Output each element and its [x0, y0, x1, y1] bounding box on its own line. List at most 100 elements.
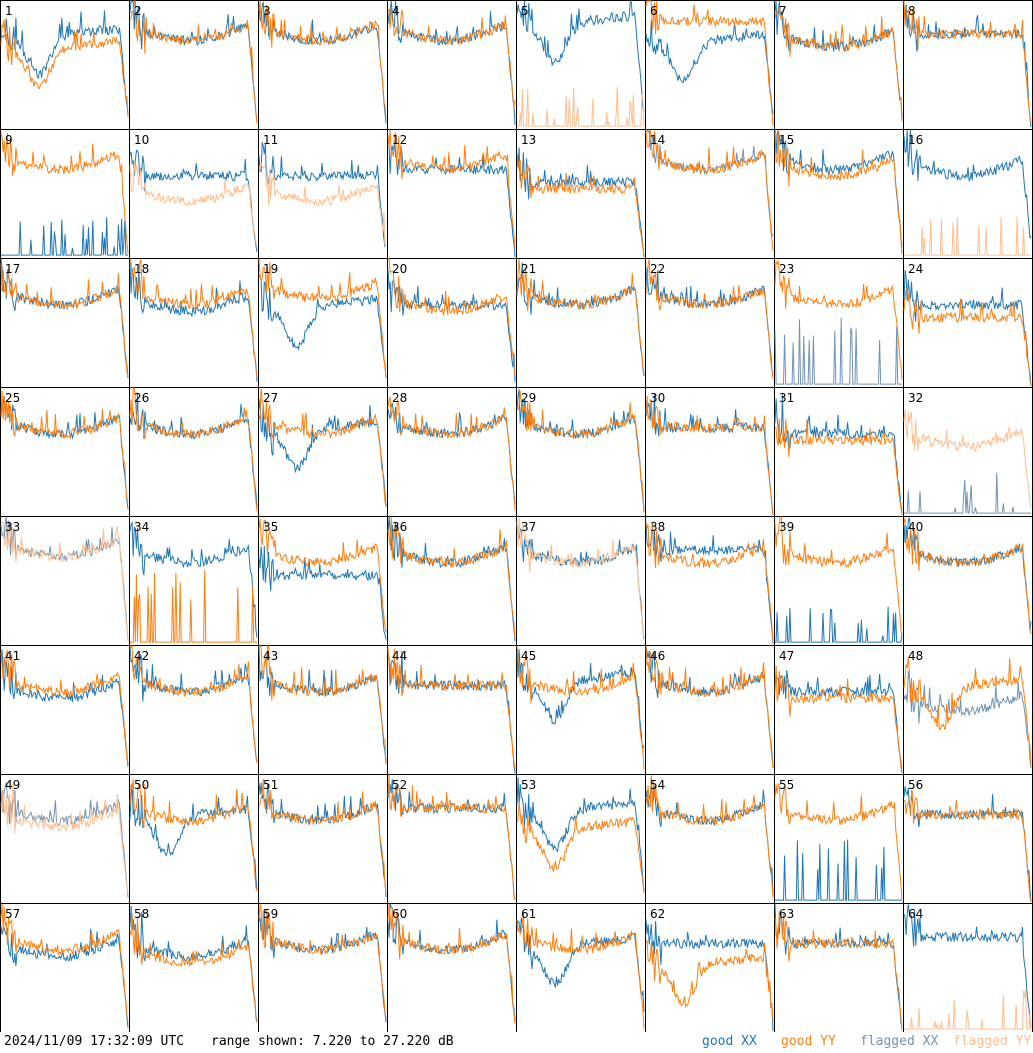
series-yy-line — [0, 132, 129, 254]
series-yy-line — [774, 782, 903, 900]
series-yy-line — [129, 0, 258, 124]
panel-31: 31 — [774, 387, 904, 517]
panel-frame — [516, 387, 646, 517]
panel-frame — [903, 129, 1033, 259]
series-yy-line — [258, 0, 387, 118]
panel-number: 51 — [263, 778, 278, 792]
panel-number: 19 — [263, 262, 278, 276]
series-yy-line — [258, 258, 387, 378]
panel-frame — [774, 129, 904, 259]
series-yy-line — [903, 657, 1032, 766]
panel-frame — [645, 516, 775, 646]
panel-6: 6 — [645, 0, 775, 130]
panel-number: 55 — [779, 778, 794, 792]
series-yy-line — [904, 989, 1032, 1030]
series-xx-line — [903, 130, 1032, 239]
panel-number: 48 — [908, 649, 923, 663]
panel-frame — [516, 516, 646, 646]
legend-flagged-yy: flagged YY — [953, 1034, 1032, 1049]
series-yy-line — [130, 570, 257, 643]
legend-flagged-xx: flagged XX — [860, 1034, 939, 1049]
series-yy-line — [774, 259, 903, 380]
panel-number: 58 — [134, 907, 149, 921]
series-yy-line — [258, 903, 387, 1018]
panel-frame — [645, 645, 775, 775]
series-xx-line — [775, 606, 903, 643]
series-xx-line — [0, 926, 129, 1028]
series-yy-line — [774, 910, 903, 1031]
panel-number: 39 — [779, 520, 794, 534]
series-xx-line — [645, 267, 774, 376]
panel-number: 38 — [650, 520, 665, 534]
series-xx-line — [516, 917, 645, 1012]
series-yy-line — [516, 390, 645, 513]
panel-42: 42 — [129, 644, 259, 775]
panel-58: 58 — [129, 903, 259, 1032]
series-xx-line — [516, 0, 645, 112]
series-xx-line — [645, 523, 774, 644]
series-xx-line — [774, 129, 903, 247]
panel-number: 53 — [521, 778, 536, 792]
panel-number: 50 — [134, 778, 149, 792]
panel-7: 7 — [774, 0, 904, 130]
panel-number: 62 — [650, 907, 665, 921]
panel-frame — [129, 129, 259, 259]
series-xx-line — [774, 317, 902, 385]
panel-number: 9 — [5, 133, 13, 147]
panel-number: 13 — [521, 133, 536, 147]
panel-frame — [903, 903, 1033, 1032]
series-xx-line — [645, 394, 774, 516]
panel-15: 15 — [774, 129, 904, 259]
panel-64: 64 — [903, 903, 1033, 1032]
series-xx-line — [0, 782, 129, 898]
panel-40: 40 — [903, 516, 1033, 646]
series-yy-line — [0, 784, 129, 894]
series-yy-line — [0, 19, 129, 118]
panel-50: 50 — [129, 774, 259, 904]
panel-frame — [387, 258, 517, 388]
series-xx-line — [387, 139, 516, 258]
series-xx-line — [129, 520, 258, 638]
series-yy-line — [516, 801, 645, 893]
panel-frame — [774, 903, 904, 1032]
series-yy-line — [129, 913, 258, 1021]
series-yy-line — [0, 390, 129, 501]
panel-55: 55 — [774, 774, 904, 904]
series-xx-line — [258, 142, 387, 248]
panel-number: 3 — [263, 4, 271, 18]
series-yy-line — [129, 161, 258, 246]
series-yy-line — [774, 418, 903, 516]
panel-frame — [645, 903, 775, 1032]
panel-frame — [129, 0, 259, 130]
series-yy-line — [774, 516, 903, 638]
panel-number: 47 — [779, 649, 794, 663]
panel-51: 51 — [258, 774, 388, 904]
panel-number: 20 — [392, 262, 407, 276]
panel-number: 61 — [521, 907, 536, 921]
series-xx-line — [129, 149, 258, 252]
series-yy-line — [645, 775, 774, 898]
series-yy-line — [774, 665, 903, 774]
panel-frame — [903, 258, 1033, 388]
panel-24: 24 — [903, 258, 1033, 388]
series-yy-line — [903, 518, 1032, 634]
series-xx-line — [775, 839, 902, 901]
series-yy-line — [0, 521, 129, 642]
panel-number: 46 — [650, 649, 665, 663]
panel-number: 34 — [134, 520, 149, 534]
legend-good-yy: good YY — [781, 1034, 836, 1049]
series-xx-line — [129, 262, 258, 382]
panel-number: 42 — [134, 649, 149, 663]
panel-number: 23 — [779, 262, 794, 276]
series-xx-line — [645, 919, 774, 1032]
panel-number: 7 — [779, 4, 787, 18]
panel-frame — [129, 903, 259, 1032]
panel-8: 8 — [903, 0, 1033, 130]
panel-11: 11 — [258, 129, 388, 259]
panel-1: 1 — [0, 0, 130, 130]
series-yy-line — [645, 940, 774, 1021]
panel-frame — [774, 516, 904, 646]
panel-61: 61 — [516, 903, 646, 1032]
series-xx-line — [516, 648, 645, 749]
